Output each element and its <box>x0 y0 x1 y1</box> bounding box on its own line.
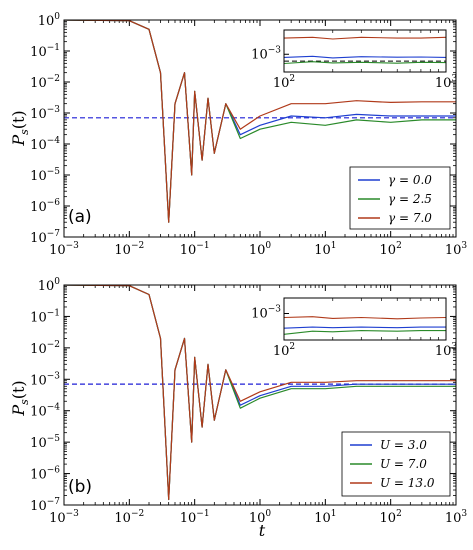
inset-y-tick-label: 10−3 <box>251 305 281 322</box>
y-tick-label: 10−2 <box>30 74 60 91</box>
inset-series-line-2 <box>284 61 446 65</box>
x-tick-label: 101 <box>314 509 336 526</box>
y-tick-label: 10−3 <box>30 105 60 122</box>
y-tick-label: 10−6 <box>30 198 60 215</box>
inset-x-tick-label: 102 <box>273 74 295 91</box>
x-tick-label: 100 <box>249 241 272 258</box>
y-tick-label: 10−1 <box>30 43 60 60</box>
inset-background <box>283 29 447 73</box>
x-axis-label: t <box>259 521 266 540</box>
inset-series-line-3 <box>284 36 446 40</box>
x-tick-label: 10−1 <box>180 509 210 526</box>
plot-frame <box>63 19 457 238</box>
y-tick-label: 10−5 <box>30 434 60 451</box>
y-tick-label: 10−1 <box>30 308 60 325</box>
y-tick-label: 10−4 <box>30 403 60 420</box>
y-tick-label: 10−7 <box>30 229 60 246</box>
legend-label: U = 13.0 <box>380 476 435 490</box>
inset-series-line-1 <box>284 326 446 329</box>
inset-frame <box>283 29 447 73</box>
inset-background <box>283 297 447 341</box>
panel-label: (b) <box>68 477 92 497</box>
legend-label: U = 3.0 <box>380 438 427 452</box>
x-tick-label: 10−3 <box>49 241 79 258</box>
chart-panel-a: 10−3 10−2 10−1 100 101 102 103 10−7 10−6 10−5 10−4… <box>30 12 467 258</box>
y-axis-label-b: Ps(t) <box>9 380 31 416</box>
x-tick-label: 10−1 <box>180 241 210 258</box>
plot-frame <box>63 284 457 506</box>
inset-y-tick-label: 10−3 <box>251 45 281 62</box>
y-tick-label: 10−5 <box>30 167 60 184</box>
x-tick-label: 103 <box>445 241 468 258</box>
x-tick-label: 100 <box>249 509 272 526</box>
y-tick-label: 100 <box>38 12 61 29</box>
x-tick-label: 10−3 <box>49 509 79 526</box>
y-tick-label: 10−3 <box>30 371 60 388</box>
y-tick-label: 10−7 <box>30 497 60 514</box>
inset-chart: 102 103 10−3 <box>251 29 458 91</box>
legend-label: U = 7.0 <box>380 457 427 471</box>
panel-label: (a) <box>68 207 92 227</box>
legend-label: γ = 2.5 <box>388 192 432 206</box>
y-axis-label-a: Ps(t) <box>9 110 31 146</box>
y-tick-label: 10−4 <box>30 136 60 153</box>
inset-chart: 102 103 10−3 <box>251 297 458 359</box>
inset-x-tick-label: 103 <box>435 342 458 359</box>
x-tick-label: 102 <box>380 509 402 526</box>
y-tick-label: 10−2 <box>30 340 60 357</box>
series-line-3 <box>64 285 456 501</box>
chart-panel-b: 10−3 10−2 10−1 100 101 102 103 10−7 10−6 10−5 10−4… <box>30 277 467 526</box>
x-tick-label: 10−2 <box>114 509 144 526</box>
inset-series-line-1 <box>284 55 446 59</box>
x-tick-label: 103 <box>445 509 468 526</box>
legend-label: γ = 7.0 <box>388 211 432 225</box>
inset-x-tick-label: 103 <box>435 74 458 91</box>
inset-x-tick-label: 102 <box>273 342 295 359</box>
y-tick-label: 10−6 <box>30 466 60 483</box>
x-tick-label: 10−2 <box>114 241 144 258</box>
x-tick-label: 101 <box>314 241 336 258</box>
x-tick-label: 102 <box>380 241 402 258</box>
inset-frame <box>283 297 447 341</box>
inset-series-line-3 <box>284 316 446 320</box>
series-line-3 <box>64 20 456 223</box>
inset-series-line-2 <box>284 330 446 335</box>
y-tick-label: 100 <box>38 277 61 294</box>
legend-label: γ = 0.0 <box>388 173 432 187</box>
